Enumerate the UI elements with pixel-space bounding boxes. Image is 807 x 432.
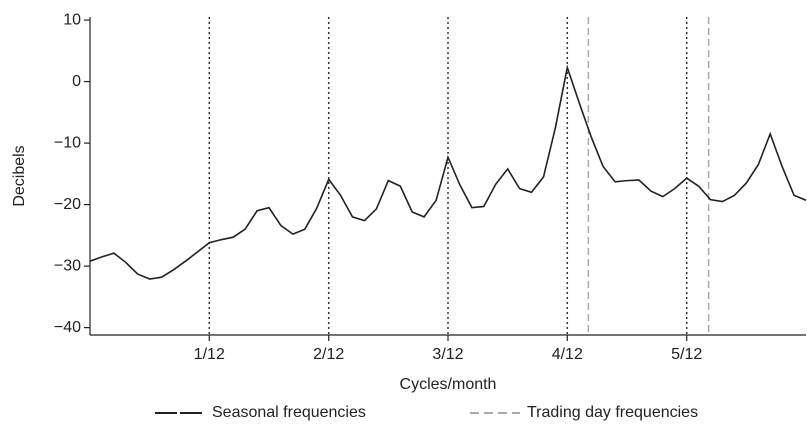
y-tick-label: 10 bbox=[63, 11, 81, 28]
x-tick-label: 2/12 bbox=[313, 346, 344, 363]
y-tick-label: −20 bbox=[54, 196, 81, 213]
spectrum-line bbox=[89, 64, 807, 280]
x-tick-label: 1/12 bbox=[194, 346, 225, 363]
x-tick-label: 5/12 bbox=[671, 346, 702, 363]
legend-label: Trading day frequencies bbox=[527, 404, 698, 421]
y-tick-label: 0 bbox=[72, 73, 81, 90]
x-tick-label: 3/12 bbox=[432, 346, 463, 363]
y-tick-label: −40 bbox=[54, 319, 81, 336]
y-axis-title: Decibels bbox=[11, 145, 28, 206]
x-axis-title: Cycles/month bbox=[400, 376, 497, 393]
y-tick-label: −10 bbox=[54, 134, 81, 151]
x-tick-label: 4/12 bbox=[552, 346, 583, 363]
y-tick-label: −30 bbox=[54, 257, 81, 274]
legend-label: Seasonal frequencies bbox=[212, 404, 366, 421]
